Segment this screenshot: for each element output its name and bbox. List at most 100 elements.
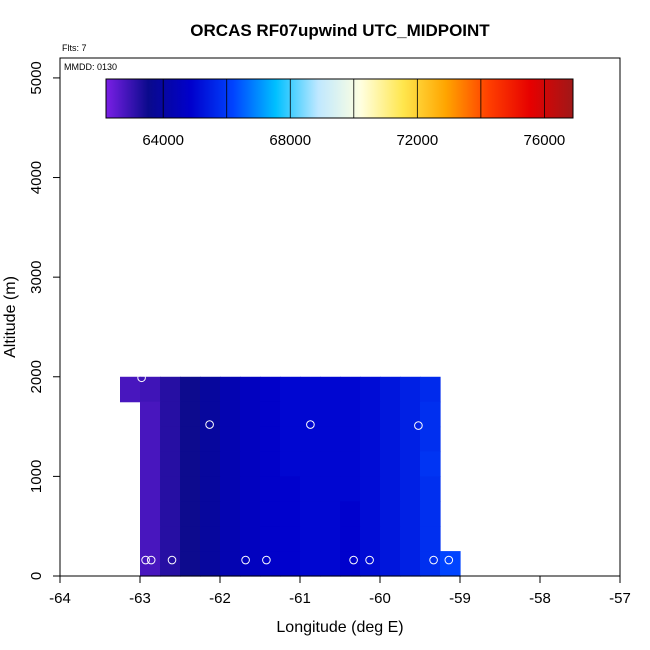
x-tick-label: -60 xyxy=(369,590,391,607)
y-axis: 0 1000 2000 3000 4000 5000 xyxy=(28,61,60,580)
heatmap-cell xyxy=(400,551,421,577)
flight-marker xyxy=(141,555,150,565)
heatmap-cell xyxy=(360,526,381,552)
flight-marker xyxy=(469,382,478,392)
heatmap-cell xyxy=(300,551,321,577)
heatmap-cell xyxy=(180,526,201,552)
heatmap-cell xyxy=(220,526,241,552)
heatmap-cell xyxy=(380,551,401,577)
heatmap-cell xyxy=(180,451,201,477)
x-tick-label: -64 xyxy=(49,590,71,607)
x-tick-label: -59 xyxy=(449,590,471,607)
colorbar-tick-label: 72000 xyxy=(396,132,438,149)
heatmap-cell xyxy=(360,476,381,502)
heatmap-cell xyxy=(220,476,241,502)
x-tick-label: -62 xyxy=(209,590,231,607)
x-tick-label: -57 xyxy=(609,590,631,607)
heatmap-cell xyxy=(140,401,161,428)
heatmap-cell xyxy=(160,526,181,552)
flight-marker xyxy=(477,556,486,566)
flight-marker xyxy=(146,555,156,565)
heatmap-cell xyxy=(420,476,441,502)
heatmap-cell xyxy=(200,551,221,577)
heatmap-cell xyxy=(300,526,321,552)
heatmap-cell xyxy=(400,501,421,527)
flight-marker xyxy=(365,555,374,565)
heatmap-cell xyxy=(420,426,441,453)
heatmap-cell xyxy=(120,376,141,403)
heatmap-cell xyxy=(160,476,181,502)
flight-markers xyxy=(137,373,486,566)
heatmap-cell xyxy=(380,426,401,453)
heatmap-cell xyxy=(260,376,281,403)
heatmap-cell xyxy=(340,526,361,552)
y-tick-label: 5000 xyxy=(28,61,45,94)
y-tick-label: 1000 xyxy=(28,460,45,493)
heatmap-cell xyxy=(360,376,381,403)
heatmap-cell xyxy=(160,426,181,453)
heatmap-cell xyxy=(180,401,201,428)
heatmap-cell xyxy=(300,426,321,453)
heatmap-cell xyxy=(380,501,401,527)
heatmap-cell xyxy=(420,501,441,527)
heatmap-cell xyxy=(360,401,381,428)
heatmap-cell xyxy=(340,376,361,403)
y-tick-label: 4000 xyxy=(28,161,45,194)
heatmap-cell xyxy=(320,376,341,403)
heatmap-cell xyxy=(140,526,161,552)
heatmap-cell xyxy=(320,476,341,502)
heatmap-cell xyxy=(320,526,341,552)
heatmap-cell xyxy=(320,501,341,527)
heatmap-cell xyxy=(240,551,261,577)
heatmap-cell xyxy=(380,526,401,552)
heatmap-cell xyxy=(340,476,361,502)
heatmap-cell xyxy=(200,376,221,403)
heatmap-cell xyxy=(280,426,301,453)
heatmap-cell xyxy=(160,451,181,477)
heatmap-cell xyxy=(360,501,381,527)
heatmap-cell xyxy=(420,451,441,477)
colorbar xyxy=(105,78,574,119)
heatmap-cell xyxy=(340,501,361,527)
heatmap-cell xyxy=(280,376,301,403)
heatmap-cell xyxy=(400,526,421,552)
heatmap-cell xyxy=(380,451,401,477)
heatmap-cell xyxy=(260,451,281,477)
heatmap-cell xyxy=(420,526,441,552)
heatmap-cell xyxy=(140,426,161,453)
heatmap-cell xyxy=(240,451,261,477)
heatmap-cell xyxy=(260,401,281,428)
x-tick-label: -58 xyxy=(529,590,551,607)
heatmap-cell xyxy=(140,501,161,527)
heatmap-cell xyxy=(320,551,341,577)
heatmap-cell xyxy=(220,501,241,527)
heatmap-cell xyxy=(160,501,181,527)
heatmap-cell xyxy=(280,401,301,428)
heatmap-cell xyxy=(240,426,261,453)
heatmap-cell xyxy=(400,376,421,403)
flight-marker xyxy=(349,555,358,565)
heatmap-cell xyxy=(180,501,201,527)
flight-marker xyxy=(429,555,438,565)
heatmap-cell xyxy=(200,426,221,453)
heatmap-cell xyxy=(200,526,221,552)
heatmap-cell xyxy=(260,426,281,453)
heatmap-cell xyxy=(260,501,281,527)
x-tick-label: -63 xyxy=(129,590,151,607)
heatmap-cell xyxy=(280,451,301,477)
heatmap-cell xyxy=(260,476,281,502)
heatmap-cell xyxy=(200,476,221,502)
heatmap-cell xyxy=(140,476,161,502)
heatmap-cell xyxy=(400,476,421,502)
heatmap-cell xyxy=(140,451,161,477)
colorbar-tick-label: 68000 xyxy=(269,132,311,149)
heatmap-cell xyxy=(140,376,161,403)
heatmap-cell xyxy=(400,426,421,453)
heatmap-cell xyxy=(200,451,221,477)
colorbar-tick-label: 64000 xyxy=(142,132,184,149)
heatmap-cell xyxy=(300,476,321,502)
heatmap-cell xyxy=(360,426,381,453)
x-tick-label: -61 xyxy=(289,590,311,607)
colorbar-tick-label: 76000 xyxy=(524,132,566,149)
heatmap-cell xyxy=(380,376,401,403)
